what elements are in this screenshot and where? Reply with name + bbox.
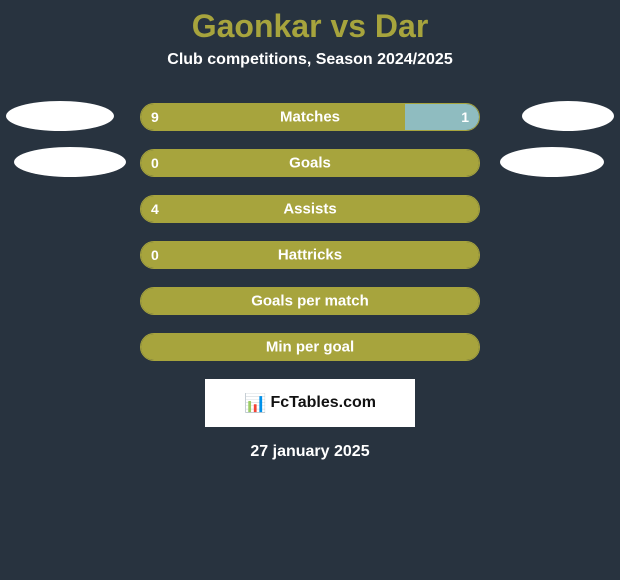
stat-row: Goals 0 xyxy=(0,147,620,179)
stat-bar: Goals 0 xyxy=(140,149,480,177)
player-oval-left xyxy=(14,147,126,177)
stat-value-left: 4 xyxy=(151,201,159,217)
player-oval-left xyxy=(6,101,114,131)
logo-text: FcTables.com xyxy=(270,394,376,412)
page-title: Gaonkar vs Dar xyxy=(192,8,429,45)
stat-label: Assists xyxy=(283,201,336,218)
stat-value-left: 9 xyxy=(151,109,159,125)
stat-label: Goals xyxy=(289,155,331,172)
page-subtitle: Club competitions, Season 2024/2025 xyxy=(167,51,452,69)
stat-value-left: 0 xyxy=(151,247,159,263)
stat-row: Min per goal xyxy=(0,331,620,363)
player-oval-right xyxy=(500,147,604,177)
bar-fill-left xyxy=(141,104,405,130)
stat-row: Hattricks 0 xyxy=(0,239,620,271)
stat-row: Matches 9 1 xyxy=(0,101,620,133)
stat-label: Matches xyxy=(280,109,340,126)
date-label: 27 january 2025 xyxy=(250,443,369,461)
stat-bar: Goals per match xyxy=(140,287,480,315)
stat-row: Goals per match xyxy=(0,285,620,317)
stats-list: Matches 9 1 Goals 0 Assists 4 Hattricks 0 Goals p… xyxy=(0,101,620,363)
comparison-card: Gaonkar vs Dar Club competitions, Season… xyxy=(0,0,620,580)
stat-value-right: 1 xyxy=(461,109,469,125)
stat-value-left: 0 xyxy=(151,155,159,171)
stat-label: Hattricks xyxy=(278,247,342,264)
stat-row: Assists 4 xyxy=(0,193,620,225)
stat-bar: Assists 4 xyxy=(140,195,480,223)
player-oval-right xyxy=(522,101,614,131)
stat-label: Goals per match xyxy=(251,293,369,310)
stat-bar: Min per goal xyxy=(140,333,480,361)
source-logo[interactable]: 📊 FcTables.com xyxy=(205,379,415,427)
stat-bar: Matches 9 1 xyxy=(140,103,480,131)
stat-label: Min per goal xyxy=(266,339,354,356)
chart-icon: 📊 xyxy=(244,393,266,414)
stat-bar: Hattricks 0 xyxy=(140,241,480,269)
